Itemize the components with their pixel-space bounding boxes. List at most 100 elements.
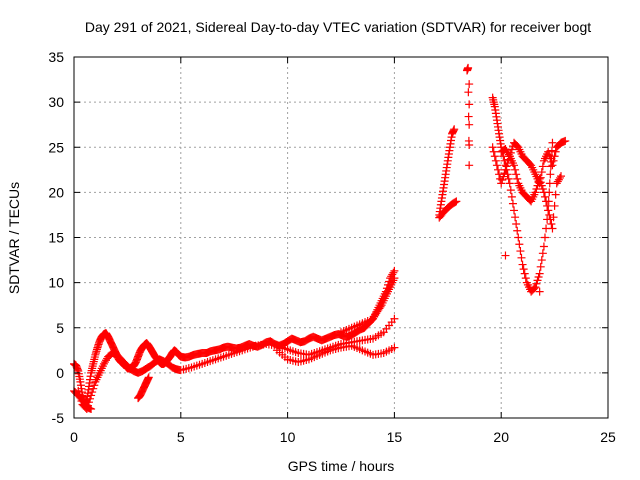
data-point bbox=[504, 174, 513, 183]
data-point bbox=[501, 251, 510, 260]
data-point bbox=[520, 269, 529, 278]
y-tick-label: 35 bbox=[48, 49, 64, 65]
data-point bbox=[502, 162, 511, 171]
data-point bbox=[516, 247, 525, 256]
data-point bbox=[534, 272, 543, 281]
data-point bbox=[532, 279, 541, 288]
data-point bbox=[388, 270, 397, 279]
data-point bbox=[545, 179, 554, 188]
data-point bbox=[535, 174, 544, 183]
data-point bbox=[465, 140, 474, 149]
data-point bbox=[511, 213, 520, 222]
data-point bbox=[465, 100, 474, 109]
data-point bbox=[549, 156, 558, 165]
data-point bbox=[557, 172, 566, 181]
data-point bbox=[465, 161, 474, 170]
data-point bbox=[500, 169, 509, 178]
x-tick-label: 0 bbox=[70, 429, 78, 445]
data-point bbox=[490, 152, 499, 161]
chart-title: Day 291 of 2021, Sidereal Day-to-day VTE… bbox=[85, 19, 591, 35]
data-point bbox=[381, 287, 390, 296]
data-point bbox=[89, 384, 98, 393]
data-point bbox=[533, 276, 542, 285]
data-point bbox=[545, 210, 554, 219]
data-point bbox=[538, 184, 547, 193]
data-point bbox=[513, 174, 522, 183]
data-point bbox=[491, 156, 500, 165]
data-point bbox=[547, 146, 556, 155]
data-point bbox=[452, 197, 461, 206]
y-tick-label: 15 bbox=[48, 230, 64, 246]
data-point bbox=[544, 206, 553, 215]
data-point bbox=[537, 256, 546, 265]
data-point bbox=[531, 283, 540, 292]
y-tick-label: 25 bbox=[48, 139, 64, 155]
data-point bbox=[90, 381, 99, 390]
y-tick-label: 10 bbox=[48, 275, 64, 291]
data-point bbox=[87, 391, 96, 400]
data-point bbox=[451, 198, 460, 207]
y-tick-label: 0 bbox=[56, 365, 64, 381]
data-point bbox=[549, 213, 558, 222]
data-point bbox=[538, 162, 547, 171]
data-point bbox=[548, 161, 557, 170]
data-point bbox=[540, 233, 549, 242]
data-point bbox=[390, 314, 399, 323]
data-point bbox=[537, 168, 546, 177]
data-point bbox=[531, 188, 540, 197]
data-point bbox=[519, 265, 528, 274]
data-point bbox=[450, 125, 459, 134]
data-point bbox=[510, 206, 519, 215]
y-tick-label: -5 bbox=[52, 410, 65, 426]
data-point bbox=[495, 170, 504, 179]
data-point bbox=[465, 80, 474, 89]
data-point bbox=[383, 280, 392, 289]
data-point bbox=[488, 143, 497, 152]
data-point bbox=[464, 63, 473, 72]
data-point bbox=[504, 150, 513, 159]
data-point bbox=[515, 240, 524, 249]
data-point bbox=[385, 277, 394, 286]
data-point bbox=[550, 201, 559, 210]
data-point bbox=[464, 112, 473, 121]
data-point bbox=[535, 287, 544, 296]
axis-ticks: 0 5 10 15 20 25 -5 0 5 10 15 20 25 30 35 bbox=[48, 49, 616, 445]
data-point bbox=[538, 249, 547, 258]
x-axis-label: GPS time / hours bbox=[288, 458, 395, 474]
data-point bbox=[465, 120, 474, 129]
data-point bbox=[550, 152, 559, 161]
x-tick-label: 25 bbox=[600, 429, 616, 445]
data-point bbox=[539, 188, 548, 197]
data-point bbox=[493, 165, 502, 174]
data-point bbox=[539, 242, 548, 251]
data-point bbox=[545, 151, 554, 160]
data-point bbox=[510, 161, 519, 170]
data-point bbox=[492, 161, 501, 170]
data-point bbox=[537, 181, 546, 190]
data-point bbox=[561, 136, 570, 145]
y-tick-label: 5 bbox=[56, 320, 64, 336]
data-point bbox=[551, 190, 560, 199]
data-point bbox=[464, 88, 473, 97]
data-point bbox=[511, 165, 520, 174]
data-point bbox=[536, 262, 545, 271]
data-point bbox=[514, 233, 523, 242]
data-point bbox=[489, 147, 498, 156]
data-point bbox=[382, 284, 391, 293]
data-point bbox=[548, 224, 557, 233]
data-point bbox=[547, 219, 556, 228]
data-point bbox=[508, 199, 517, 208]
data-point bbox=[88, 388, 97, 397]
data-point bbox=[512, 170, 521, 179]
data-point bbox=[543, 201, 552, 210]
data-point bbox=[530, 284, 539, 293]
y-axis-label: SDTVAR / TECUs bbox=[6, 182, 22, 294]
data-point bbox=[506, 186, 515, 195]
data-point bbox=[540, 192, 549, 201]
data-point bbox=[507, 192, 516, 201]
y-tick-label: 20 bbox=[48, 184, 64, 200]
data-point bbox=[546, 170, 555, 179]
data-point bbox=[498, 175, 507, 184]
x-tick-label: 20 bbox=[493, 429, 509, 445]
